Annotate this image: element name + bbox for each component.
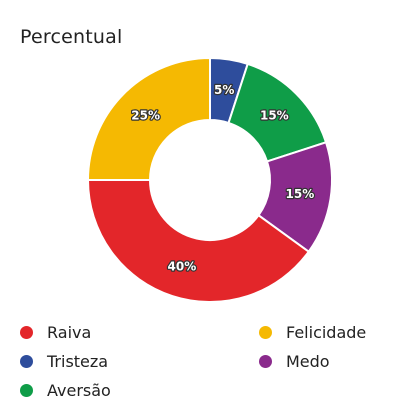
legend-label: Medo [286, 352, 330, 371]
slice-felicidade[interactable] [86, 56, 211, 181]
legend-label: Felicidade [286, 323, 367, 342]
slice-label-tristeza: 5% [214, 83, 234, 97]
donut-slices [86, 56, 333, 303]
legend-item-felicidade[interactable]: Felicidade [259, 323, 366, 342]
legend-item-tristeza[interactable]: Tristeza [20, 352, 108, 371]
legend-swatch [20, 384, 33, 397]
legend-label: Raiva [47, 323, 92, 342]
legend-label: Aversão [47, 381, 111, 400]
legend-swatch [20, 355, 33, 368]
chart-title: Percentual [20, 26, 123, 48]
slice-label-raiva: 40% [168, 260, 197, 274]
legend-swatch [259, 355, 272, 368]
legend-swatch [259, 326, 272, 339]
legend-item-raiva[interactable]: Raiva [20, 323, 91, 342]
legend-item-medo[interactable]: Medo [259, 352, 330, 371]
legend-item-aversao[interactable]: Aversão [20, 381, 111, 400]
legend-label: Tristeza [47, 352, 109, 371]
legend-swatch [20, 326, 33, 339]
slice-label-aversao: 15% [260, 109, 289, 123]
donut-labels: 5% 15% 15% 40% 25% [130, 82, 315, 275]
slice-raiva[interactable] [86, 179, 311, 303]
slice-label-medo: 15% [286, 187, 315, 201]
slice-label-felicidade: 25% [131, 109, 160, 123]
